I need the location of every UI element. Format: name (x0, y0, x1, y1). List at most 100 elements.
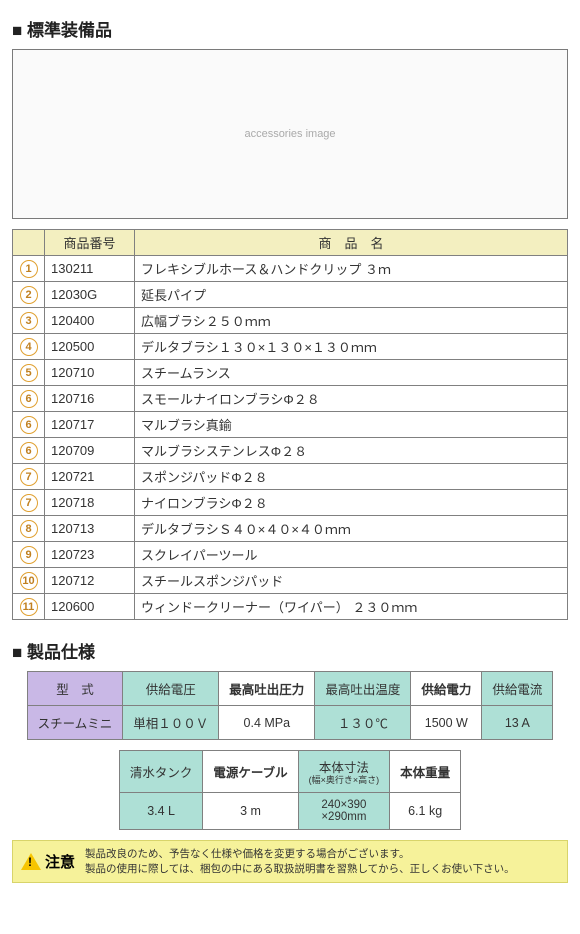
product-name: ナイロンブラシΦ２８ (135, 490, 568, 516)
caution-bar: 注意 製品改良のため、予告なく仕様や価格を変更する場合がございます。 製品の使用… (12, 840, 568, 883)
row-number-cell: 10 (13, 568, 45, 594)
spec2-v3: 6.1 kg (390, 792, 461, 829)
product-code: 120721 (45, 464, 135, 490)
circled-number-icon: 11 (20, 598, 38, 616)
row-number-cell: 4 (13, 334, 45, 360)
row-number-cell: 11 (13, 594, 45, 620)
product-code: 120713 (45, 516, 135, 542)
product-name: 広幅ブラシ２５０ｍｍ (135, 308, 568, 334)
table-row: 7 120721スポンジパッドΦ２８ (13, 464, 568, 490)
product-code: 120723 (45, 542, 135, 568)
circled-number-icon: 2 (20, 286, 38, 304)
spec2-h2-main: 本体寸法 (319, 761, 369, 775)
product-code: 120600 (45, 594, 135, 620)
parts-th-name: 商 品 名 (135, 230, 568, 256)
spec1-v5: 13 A (482, 706, 553, 740)
spec1-h2: 最高吐出圧力 (219, 672, 315, 706)
product-name: ウィンドークリーナー（ワイパー） ２３０ｍｍ (135, 594, 568, 620)
row-number-cell: 3 (13, 308, 45, 334)
table-row: 1 130211フレキシブルホース＆ハンドクリップ ３ｍ (13, 256, 568, 282)
circled-number-icon: 8 (20, 520, 38, 538)
product-name: フレキシブルホース＆ハンドクリップ ３ｍ (135, 256, 568, 282)
spec1-v2: 0.4 MPa (219, 706, 315, 740)
caution-line1: 製品改良のため、予告なく仕様や価格を変更する場合がございます。 (85, 848, 409, 860)
row-number-cell: 1 (13, 256, 45, 282)
product-name: マルブラシ真鍮 (135, 412, 568, 438)
table-row: 6120716スモールナイロンブラシΦ２８ (13, 386, 568, 412)
section-title-spec: ■ 製品仕様 (12, 638, 568, 663)
spec1-v0: スチームミニ (27, 706, 123, 740)
table-row: 2 12030G延長パイプ (13, 282, 568, 308)
caution-icon: 注意 (21, 851, 75, 872)
table-row: 5120710スチームランス (13, 360, 568, 386)
accessories-image-placeholder: accessories image (12, 49, 568, 219)
spec1-v3: １３０℃ (315, 706, 411, 740)
circled-number-icon: 6 (20, 442, 38, 460)
caution-label: 注意 (45, 851, 75, 872)
product-code: 120709 (45, 438, 135, 464)
table-row: 11 120600ウィンドークリーナー（ワイパー） ２３０ｍｍ (13, 594, 568, 620)
caution-line2: 製品の使用に際しては、梱包の中にある取扱説明書を習熟してから、正しくお使い下さい… (85, 863, 515, 875)
product-code: 120718 (45, 490, 135, 516)
row-number-cell: 6 (13, 412, 45, 438)
product-code: 120710 (45, 360, 135, 386)
spec1-v1: 単相１００Ｖ (123, 706, 219, 740)
product-code: 120500 (45, 334, 135, 360)
circled-number-icon: 9 (20, 546, 38, 564)
spec2-h2-sub: (幅×奥行き×高さ) (309, 776, 380, 786)
circled-number-icon: 4 (20, 338, 38, 356)
product-name: スチームランス (135, 360, 568, 386)
circled-number-icon: 10 (20, 572, 38, 590)
parts-th-code: 商品番号 (45, 230, 135, 256)
spec1-h3: 最高吐出温度 (315, 672, 411, 706)
product-code: 120717 (45, 412, 135, 438)
warning-triangle-icon (21, 853, 41, 870)
table-row: 6120717マルブラシ真鍮 (13, 412, 568, 438)
table-row: 4 120500デルタブラシ１３０×１３０×１３０ｍｍ (13, 334, 568, 360)
product-code: 12030G (45, 282, 135, 308)
table-row: 3 120400広幅ブラシ２５０ｍｍ (13, 308, 568, 334)
row-number-cell: 6 (13, 386, 45, 412)
circled-number-icon: 3 (20, 312, 38, 330)
product-name: マルブラシステンレスΦ２８ (135, 438, 568, 464)
row-number-cell: 8 (13, 516, 45, 542)
row-number-cell: 5 (13, 360, 45, 386)
spec2-h2: 本体寸法 (幅×奥行き×高さ) (298, 751, 390, 793)
product-name: デルタブラシ１３０×１３０×１３０ｍｍ (135, 334, 568, 360)
table-row: 9 120723スクレイパーツール (13, 542, 568, 568)
spec-table-1: 型 式 供給電圧 最高吐出圧力 最高吐出温度 供給電力 供給電流 スチームミニ … (27, 671, 554, 740)
row-number-cell: 7 (13, 490, 45, 516)
product-code: 120716 (45, 386, 135, 412)
spec1-h0: 型 式 (27, 672, 123, 706)
spec1-h5: 供給電流 (482, 672, 553, 706)
spec2-h1: 電源ケーブル (203, 751, 298, 793)
product-code: 130211 (45, 256, 135, 282)
spec2-v1: 3 m (203, 792, 298, 829)
circled-number-icon: 6 (20, 390, 38, 408)
table-row: 8120713デルタブラシＳ４０×４０×４０ｍｍ (13, 516, 568, 542)
row-number-cell: 9 (13, 542, 45, 568)
parts-table: 商品番号 商 品 名 1130211フレキシブルホース＆ハンドクリップ ３ｍ21… (12, 229, 568, 620)
spec2-v2: 240×390 ×290mm (298, 792, 390, 829)
spec-table-2: 清水タンク 電源ケーブル 本体寸法 (幅×奥行き×高さ) 本体重量 3.4 L … (119, 750, 461, 830)
spec1-h1: 供給電圧 (123, 672, 219, 706)
row-number-cell: 7 (13, 464, 45, 490)
spec2-v0: 3.4 L (119, 792, 203, 829)
spec1-v4: 1500 W (411, 706, 482, 740)
table-row: 7 120718ナイロンブラシΦ２８ (13, 490, 568, 516)
product-name: スチールスポンジパッド (135, 568, 568, 594)
product-code: 120400 (45, 308, 135, 334)
product-name: スポンジパッドΦ２８ (135, 464, 568, 490)
circled-number-icon: 7 (20, 494, 38, 512)
product-name: 延長パイプ (135, 282, 568, 308)
circled-number-icon: 7 (20, 468, 38, 486)
table-row: 10120712スチールスポンジパッド (13, 568, 568, 594)
spec2-h0: 清水タンク (119, 751, 203, 793)
circled-number-icon: 1 (20, 260, 38, 278)
spec2-h3: 本体重量 (390, 751, 461, 793)
product-name: スクレイパーツール (135, 542, 568, 568)
spec1-h4: 供給電力 (411, 672, 482, 706)
caution-text: 製品改良のため、予告なく仕様や価格を変更する場合がございます。 製品の使用に際し… (85, 847, 515, 876)
parts-th-blank (13, 230, 45, 256)
row-number-cell: 2 (13, 282, 45, 308)
